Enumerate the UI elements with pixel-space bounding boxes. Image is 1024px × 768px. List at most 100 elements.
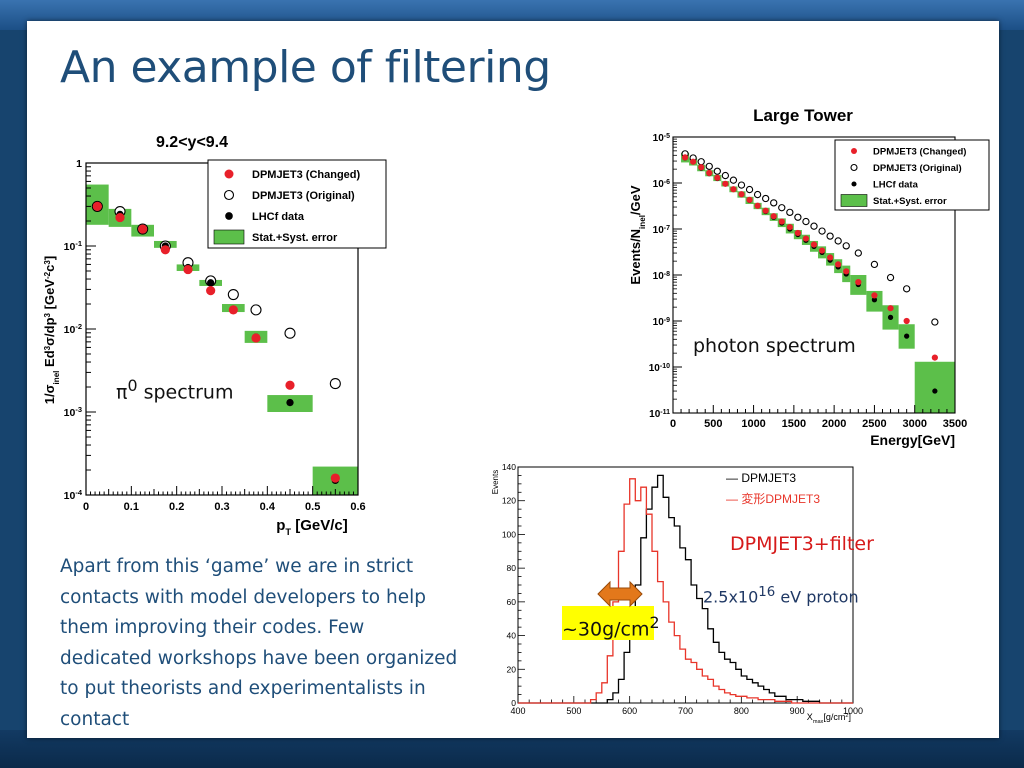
photon-data-point bbox=[786, 223, 793, 231]
photon-y-axis-label-part: inel bbox=[638, 215, 647, 229]
pi0-x-axis-label-part: T bbox=[285, 527, 291, 537]
photon-spectrum-label: photon spectrum bbox=[690, 335, 859, 357]
photon-data-point bbox=[794, 213, 802, 221]
photon-y-tick-base: 10 bbox=[653, 271, 665, 282]
photon-y-tick-base: 10 bbox=[653, 133, 665, 144]
xmax-x-tick-label: 500 bbox=[566, 706, 581, 716]
pi0-y-axis-label-part: c bbox=[42, 265, 57, 272]
pi0-spectrum-chart: 9.2<y<9.40 0.1 0.2 0.3 0.4 0.5 0.6110-110-210-… bbox=[42, 134, 387, 537]
proton-energy-unit: eV proton bbox=[775, 587, 859, 607]
pi0-y-axis-label-part: Ed bbox=[42, 350, 57, 370]
xmax-legend-label: — 変形DPMJET3 bbox=[726, 491, 820, 506]
photon-legend-marker bbox=[851, 181, 857, 187]
double-arrow-icon bbox=[597, 580, 643, 608]
pi0-y-axis-label-part: 3 bbox=[43, 345, 52, 350]
photon-data-point bbox=[746, 196, 753, 203]
pi0-y-tick-exp: -2 bbox=[75, 322, 82, 331]
xmax-y-tick-label: 140 bbox=[502, 462, 516, 472]
photon-x-axis-label: Energy[GeV] bbox=[870, 432, 955, 448]
pi0-data-point bbox=[115, 212, 125, 223]
pi0-y-axis-label: 1/σinel Ed3σ/dp3 [GeV-2c3] bbox=[42, 256, 61, 404]
photon-y-tick-exp: -9 bbox=[664, 317, 670, 324]
photon-data-point bbox=[835, 261, 842, 268]
photon-data-point bbox=[871, 292, 878, 299]
proton-energy-exponent: 16 bbox=[758, 585, 776, 600]
pi0-y-axis-label-part: -2 bbox=[43, 271, 52, 279]
photon-y-tick-base: 10 bbox=[649, 409, 661, 420]
photon-data-point bbox=[770, 213, 777, 220]
xmax-x-tick-label: 800 bbox=[734, 706, 749, 716]
photon-data-point bbox=[810, 222, 818, 230]
photon-data-point bbox=[834, 237, 842, 245]
photon-legend-label: DPMJET3 (Original) bbox=[873, 163, 962, 174]
photon-x-tick-label: 2500 bbox=[862, 418, 886, 430]
pi0-y-tick-label: 10-2 bbox=[64, 322, 82, 337]
pi0-y-tick-label: 1 bbox=[76, 158, 82, 170]
pi0-x-axis-label-part: p bbox=[276, 517, 285, 534]
photon-data-point bbox=[778, 204, 786, 212]
photon-data-point bbox=[854, 249, 862, 257]
xmax-x-axis-label-part: 2 bbox=[845, 713, 848, 719]
photon-x-tick-label: 2000 bbox=[822, 418, 846, 430]
xmax-y-tick-label: 0 bbox=[511, 698, 516, 708]
xmax-x-tick-label: 600 bbox=[622, 706, 637, 716]
photon-data-point bbox=[886, 273, 895, 282]
photon-data-point bbox=[730, 186, 737, 193]
xmax-histogram-modified bbox=[518, 478, 853, 704]
xmax-x-axis-label-part: X bbox=[807, 712, 813, 722]
pi0-x-axis-label: pT [GeV/c] bbox=[276, 517, 348, 537]
pi0-y-tick-exp: -1 bbox=[75, 239, 82, 248]
photon-data-point bbox=[887, 314, 894, 320]
photon-data-point bbox=[729, 176, 738, 184]
photon-data-point bbox=[737, 181, 746, 189]
dpmjet-filter-label: DPMJET3+filter bbox=[730, 533, 874, 555]
pi0-y-axis-label-part: [GeV bbox=[42, 279, 57, 313]
xmax-x-axis-label-part: ] bbox=[848, 712, 851, 722]
photon-y-tick-base: 10 bbox=[653, 317, 665, 328]
photon-data-point bbox=[887, 305, 894, 312]
proton-energy-base: 2.5x10 bbox=[703, 587, 759, 607]
photon-y-tick-exp: -7 bbox=[664, 225, 670, 232]
pi0-data-point bbox=[250, 304, 262, 316]
xmax-x-tick-label: 700 bbox=[678, 706, 693, 716]
photon-data-point bbox=[932, 388, 938, 394]
pi0-data-point bbox=[329, 378, 341, 390]
photon-data-point bbox=[753, 190, 762, 199]
photon-data-point bbox=[827, 254, 834, 261]
photon-data-point bbox=[698, 164, 705, 171]
pi0-y-tick-base: 10 bbox=[64, 241, 76, 253]
photon-data-point bbox=[714, 174, 721, 181]
photon-data-point bbox=[745, 185, 754, 194]
pi0-symbol: π bbox=[116, 381, 128, 404]
pi0-y-tick-base: 10 bbox=[64, 324, 76, 336]
photon-data-point bbox=[810, 241, 818, 248]
photon-data-point bbox=[903, 317, 910, 325]
photon-data-point bbox=[818, 227, 826, 235]
slide-title: An example of filtering bbox=[60, 42, 551, 93]
pi0-x-tick-label: 0.3 bbox=[214, 501, 229, 513]
pi0-y-axis-label-part: 3 bbox=[43, 260, 52, 265]
pi0-y-tick-exp: -4 bbox=[75, 488, 82, 497]
xmax-x-axis-label-part: max bbox=[813, 719, 824, 725]
pi0-legend-marker bbox=[225, 212, 233, 220]
photon-y-tick-exp: -10 bbox=[660, 363, 670, 370]
pi0-data-point bbox=[330, 473, 340, 483]
pi0-data-point bbox=[284, 327, 296, 339]
pi0-y-axis-label-part: 1/σ bbox=[42, 384, 57, 404]
pi0-legend-marker bbox=[223, 189, 235, 201]
xmax-y-axis-label: Events bbox=[491, 470, 500, 494]
pi0-y-axis-label-part: ] bbox=[42, 256, 57, 260]
depth-shift-superscript: 2 bbox=[649, 613, 660, 632]
photon-x-tick-label: 500 bbox=[704, 418, 722, 430]
photon-y-tick-label: 10-7 bbox=[653, 225, 670, 237]
photon-data-point bbox=[754, 202, 761, 209]
depth-shift-label: ~30g/cm2 bbox=[562, 606, 660, 640]
xmax-x-axis-label: Xmax[g/cm2] bbox=[807, 712, 851, 725]
pi0-y-tick-label: 10-1 bbox=[64, 239, 82, 254]
pi0-data-point bbox=[183, 264, 193, 275]
pi0-x-tick-label: 0.5 bbox=[305, 501, 320, 513]
pi0-y-tick-label: 10-4 bbox=[64, 488, 83, 503]
photon-y-tick-exp: -8 bbox=[664, 271, 670, 278]
pi0-data-point bbox=[160, 245, 170, 255]
photon-y-tick-label: 10-9 bbox=[653, 317, 670, 329]
